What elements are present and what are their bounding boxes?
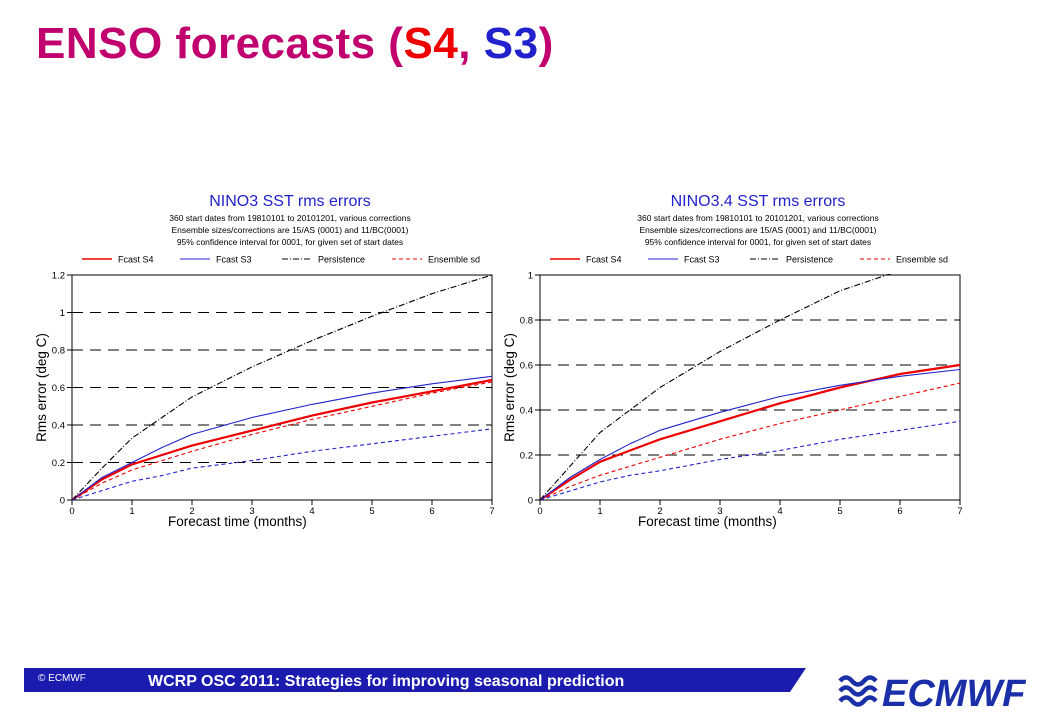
ecmwf-logo: ECMWF xyxy=(838,673,1026,712)
legend-label: Fcast S3 xyxy=(684,255,720,265)
x-tick-label: 1 xyxy=(129,506,134,517)
chart-svg: NINO3 SST rms errors 360 start dates from… xyxy=(34,193,495,529)
x-tick-label: 0 xyxy=(537,506,542,517)
y-tick-label: 0.8 xyxy=(52,346,65,357)
series-fcast-s4 xyxy=(72,378,492,500)
chart-svg: NINO3.4 SST rms errors 360 start dates fr… xyxy=(502,193,963,529)
y-tick-label: 0 xyxy=(528,496,533,507)
legend-label: Fcast S4 xyxy=(118,255,154,265)
chart-subtitle: 95% confidence interval for 0001, for gi… xyxy=(645,237,871,247)
legend-label: Ensemble sd xyxy=(896,255,948,265)
nino34-chart: NINO3.4 SST rms errors 360 start dates fr… xyxy=(488,178,966,538)
slide-title: ENSO forecasts (S4, S3) xyxy=(36,14,554,74)
x-tick-label: 5 xyxy=(837,506,842,517)
x-tick-label: 7 xyxy=(957,506,962,517)
x-axis-label: Forecast time (months) xyxy=(168,514,307,529)
y-axis-label: Rms error (deg C) xyxy=(502,333,517,442)
title-main: ENSO forecasts ( xyxy=(36,19,404,68)
y-tick-label: 0.2 xyxy=(520,451,533,462)
x-tick-label: 3 xyxy=(717,506,722,517)
plot-frame xyxy=(539,274,961,501)
y-tick-label: 0 xyxy=(60,496,65,507)
title-s4: S4 xyxy=(403,19,459,68)
chart-subtitle: Ensemble sizes/corrections are 15/AS (00… xyxy=(171,225,408,235)
x-tick-label: 6 xyxy=(897,506,902,517)
x-tick-label: 6 xyxy=(429,506,434,517)
x-tick-label: 5 xyxy=(369,506,374,517)
series-unlabeled-dashed xyxy=(540,420,960,500)
series-ensemble-sd xyxy=(72,381,492,500)
x-tick-label: 7 xyxy=(489,506,494,517)
x-axis-label: Forecast time (months) xyxy=(638,514,777,529)
x-tick-label: 2 xyxy=(189,506,194,517)
chart-subtitle: Ensemble sizes/corrections are 15/AS (00… xyxy=(639,225,876,235)
title-sep: , xyxy=(458,19,484,68)
series-fcast-s3 xyxy=(72,375,492,500)
x-tick-label: 0 xyxy=(69,506,74,517)
x-tick-label: 4 xyxy=(777,506,782,517)
y-tick-label: 0.2 xyxy=(52,458,65,469)
y-tick-label: 0.6 xyxy=(52,383,65,394)
y-tick-label: 1.2 xyxy=(52,271,65,282)
footer-copyright: © ECMWF xyxy=(38,673,86,684)
legend-label: Fcast S4 xyxy=(586,255,622,265)
x-tick-label: 2 xyxy=(657,506,662,517)
y-tick-label: 1 xyxy=(528,271,533,282)
series-unlabeled-dashed xyxy=(72,428,492,500)
y-axis-label: Rms error (deg C) xyxy=(34,333,49,442)
chart-subtitle: 360 start dates from 19810101 to 2010120… xyxy=(637,213,878,223)
footer-text: WCRP OSC 2011: Strategies for improving … xyxy=(148,673,625,690)
series-fcast-s4 xyxy=(540,363,960,500)
x-tick-label: 3 xyxy=(249,506,254,517)
chart-subtitle: 360 start dates from 19810101 to 2010120… xyxy=(169,213,410,223)
title-end: ) xyxy=(538,19,554,68)
y-tick-label: 0.4 xyxy=(520,406,533,417)
logo-text: ECMWF xyxy=(882,673,1026,712)
legend-label: Persistence xyxy=(786,255,833,265)
series-group xyxy=(72,274,492,500)
nino3-chart: NINO3 SST rms errors 360 start dates from… xyxy=(20,178,498,538)
x-tick-label: 1 xyxy=(597,506,602,517)
series-fcast-s3 xyxy=(540,368,960,500)
legend-label: Persistence xyxy=(318,255,365,265)
legend-label: Fcast S3 xyxy=(216,255,252,265)
y-tick-label: 0.8 xyxy=(520,316,533,327)
series-group xyxy=(540,274,960,500)
series-persistence xyxy=(540,274,892,500)
y-tick-label: 0.4 xyxy=(52,421,65,432)
y-tick-label: 1 xyxy=(60,308,65,319)
y-tick-label: 0.6 xyxy=(520,361,533,372)
chart-title: NINO3.4 SST rms errors xyxy=(671,193,846,210)
title-s3: S3 xyxy=(483,19,539,68)
footer-band xyxy=(24,668,806,692)
chart-title: NINO3 SST rms errors xyxy=(209,193,371,210)
chart-subtitle: 95% confidence interval for 0001, for gi… xyxy=(177,237,403,247)
legend-label: Ensemble sd xyxy=(428,255,480,265)
series-ensemble-sd xyxy=(540,382,960,500)
series-persistence xyxy=(72,274,492,500)
x-tick-label: 4 xyxy=(309,506,314,517)
